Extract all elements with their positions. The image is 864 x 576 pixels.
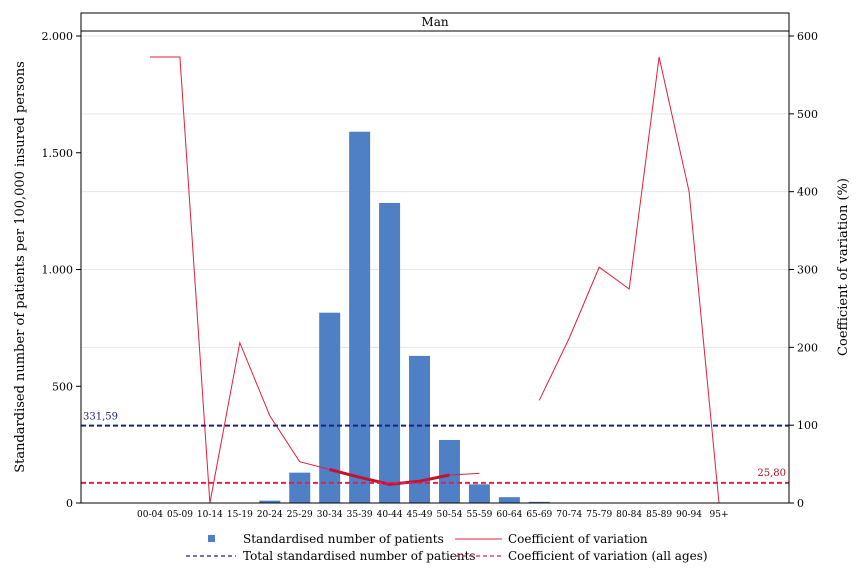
y-tick-label: 0 <box>66 497 73 510</box>
bar <box>319 312 341 503</box>
y2-tick-label: 600 <box>797 30 818 43</box>
x-tick-label: 90-94 <box>676 510 702 520</box>
x-tick-label: 80-84 <box>616 510 642 520</box>
gridlines <box>81 35 789 426</box>
plot-frame <box>80 30 790 504</box>
y2-tick-label: 300 <box>797 264 818 277</box>
x-tick-label: 60-64 <box>496 510 522 520</box>
x-tick-label: 10-14 <box>197 510 223 520</box>
bar <box>409 355 431 503</box>
x-tick-label: 75-79 <box>586 510 612 520</box>
x-tick-label: 05-09 <box>167 510 193 520</box>
legend-label-cv: Coefficient of variation <box>508 532 648 546</box>
bar <box>349 131 371 504</box>
legend-label-bars: Standardised number of patients <box>243 532 444 546</box>
cv-line-bold-segment <box>329 468 450 486</box>
bar <box>468 484 490 503</box>
cv-line <box>150 56 720 504</box>
x-tick-label: 65-69 <box>526 510 552 520</box>
legend-swatch-bars <box>208 535 215 542</box>
y-axis-title: Standardised number of patients per 100,… <box>13 61 28 473</box>
legend: Standardised number of patients Coeffici… <box>186 532 708 563</box>
x-tick-label: 35-39 <box>347 510 373 520</box>
bar <box>379 202 401 503</box>
legend-label-cv-all: Coefficient of variation (all ages) <box>508 549 708 563</box>
bar-series <box>259 131 550 504</box>
x-tick-label: 20-24 <box>257 510 283 520</box>
y2-tick-label: 500 <box>797 108 818 121</box>
x-tick-label: 95+ <box>710 510 729 520</box>
y2-tick-label: 100 <box>797 419 818 432</box>
x-tick-label: 50-54 <box>436 510 462 520</box>
y-tick-label: 1.000 <box>42 264 74 277</box>
y2-tick-label: 200 <box>797 341 818 354</box>
cv-all-reference-label: 25,80 <box>757 468 786 479</box>
bar <box>289 472 311 503</box>
bar <box>438 439 460 503</box>
y-tick-label: 2.000 <box>42 30 74 43</box>
y-tick-label: 1.500 <box>42 147 74 160</box>
bar <box>528 501 550 503</box>
x-tick-label: 45-49 <box>407 510 433 520</box>
x-tick-label: 30-34 <box>317 510 343 520</box>
x-tick-label: 25-29 <box>287 510 313 520</box>
y-tick-label: 500 <box>52 380 73 393</box>
x-tick-label: 00-04 <box>137 510 163 520</box>
bar <box>498 497 520 503</box>
y2-tick-label: 0 <box>797 497 804 510</box>
x-tick-label: 70-74 <box>556 510 582 520</box>
y2-tick-label: 400 <box>797 186 818 199</box>
bar <box>259 500 281 503</box>
x-tick-label: 40-44 <box>377 510 403 520</box>
y2-axis-title: Coefficient of variation (%) <box>836 178 851 356</box>
axes: 0 500 1.000 1.500 2.000 0 100 200 300 400 500 600 00… <box>42 30 819 520</box>
reference-lines: 331,59 25,80 <box>81 412 789 484</box>
legend-label-total: Total standardised number of patients <box>243 549 476 563</box>
panel-header <box>80 12 790 32</box>
x-tick-label: 55-59 <box>466 510 492 520</box>
panel-title: Man <box>421 15 448 29</box>
x-tick-label: 15-19 <box>227 510 253 520</box>
cv-line-series <box>150 56 720 504</box>
x-tick-label: 85-89 <box>646 510 672 520</box>
total-reference-label: 331,59 <box>83 412 118 423</box>
